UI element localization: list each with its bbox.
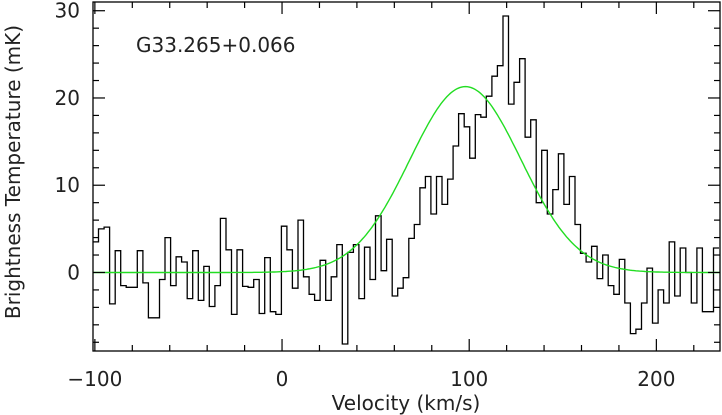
x-tick-label: 100 [450,367,488,391]
y-tick-label: 20 [55,86,80,110]
tick-layer [93,2,720,351]
spectrum-step-line [93,15,719,345]
y-tick-label: 0 [67,260,80,284]
x-tick-label: 0 [276,367,289,391]
gaussian-fit-line [93,85,720,274]
source-annotation: G33.265+0.066 [136,33,296,57]
tick-label-layer: −100 0 100 200 0 10 20 30 [55,0,676,391]
x-axis-title: Velocity (km/s) [332,391,481,415]
fit-layer [93,85,720,274]
spectrum-layer [93,15,719,345]
x-tick-label: 200 [637,367,675,391]
y-tick-label: 30 [55,0,80,23]
y-axis-title: Brightness Temperature (mK) [1,25,25,319]
x-tick-label: −100 [67,367,122,391]
plot-frame [92,1,721,352]
y-tick-label: 10 [55,173,80,197]
